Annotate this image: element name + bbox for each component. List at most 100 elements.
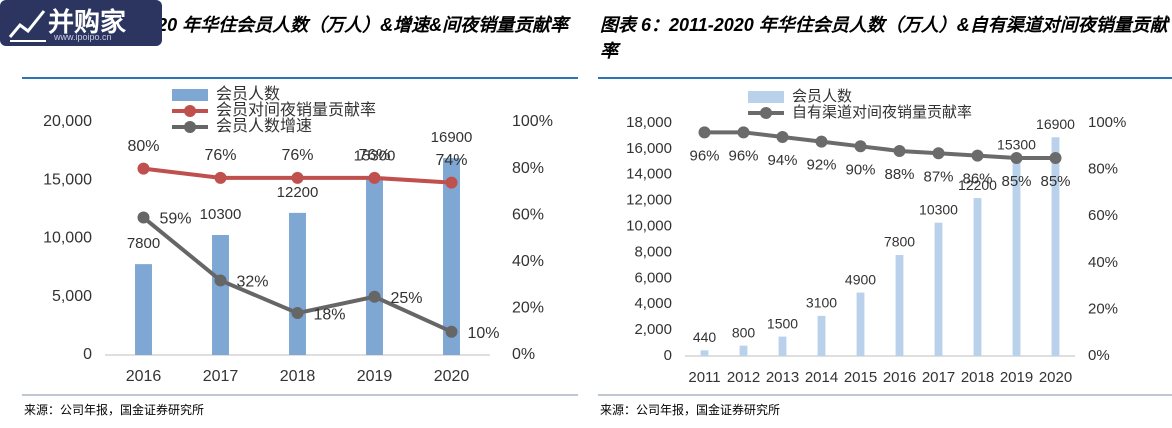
value-label: 15300 (997, 137, 1036, 153)
point (737, 126, 750, 139)
value-label: 7800 (884, 234, 915, 250)
x-tick-label: 2016 (126, 368, 162, 385)
y-tick-label: 18,000 (626, 114, 672, 131)
y-tick-label: 14,000 (626, 166, 672, 183)
value-label: 32% (236, 274, 268, 291)
x-tick-label: 2012 (727, 369, 760, 386)
x-tick-label: 2017 (203, 368, 239, 385)
x-tick-label: 2016 (883, 369, 916, 386)
value-label: 16900 (1036, 116, 1075, 132)
x-tick-label: 2019 (357, 368, 393, 385)
bar (700, 350, 709, 356)
value-label: 85% (1001, 173, 1031, 190)
x-tick-label: 2017 (922, 369, 955, 386)
legend-swatch (748, 91, 784, 103)
line (704, 130, 1056, 160)
value-label: 76% (204, 147, 236, 164)
value-label: 4900 (845, 271, 876, 287)
value-label: 94% (767, 152, 797, 169)
bar (934, 222, 943, 356)
point (291, 171, 304, 184)
y-tick-label: 20,000 (43, 113, 92, 130)
y-tick-label: 15,000 (43, 171, 92, 188)
legend-label: 会员人数增速 (216, 117, 312, 135)
y2-tick-label: 0% (512, 346, 535, 363)
y-tick-label: 5,000 (52, 288, 92, 305)
point (445, 325, 458, 338)
value-label: 96% (728, 147, 758, 164)
point (1049, 151, 1062, 164)
y2-tick-label: 40% (512, 253, 544, 270)
value-label: 86% (962, 171, 992, 188)
value-label: 92% (806, 157, 836, 174)
y2-tick-label: 60% (1088, 207, 1118, 224)
value-label: 15300 (354, 148, 396, 165)
x-tick-label: 2020 (434, 368, 470, 385)
y2-tick-label: 60% (512, 206, 544, 223)
value-label: 74% (435, 152, 467, 169)
value-label: 440 (693, 329, 717, 345)
bar (817, 315, 826, 356)
value-label: 3100 (806, 295, 837, 311)
x-tick-label: 2020 (1039, 369, 1072, 386)
x-tick-label: 2018 (961, 369, 994, 386)
bar (778, 336, 787, 356)
value-label: 25% (390, 290, 422, 307)
bar (895, 255, 904, 356)
source: 来源：公司年报，国金证券研究所 (24, 403, 205, 417)
bar (973, 198, 982, 356)
y-tick-label: 2,000 (634, 321, 672, 338)
source: 来源：公司年报，国金证券研究所 (600, 403, 781, 417)
bar (135, 264, 152, 355)
y2-tick-label: 100% (1088, 114, 1126, 131)
watermark-url: www.ipoipo.cn (54, 32, 112, 42)
value-label: 12200 (958, 177, 997, 193)
value-label: 85% (1040, 173, 1070, 190)
y2-tick-label: 0% (1088, 347, 1110, 364)
value-label: 59% (159, 211, 191, 228)
y2-tick-label: 80% (1088, 161, 1118, 178)
value-label: 96% (689, 147, 719, 164)
value-label: 76% (281, 147, 313, 164)
value-label: 76% (358, 147, 390, 164)
bar (856, 292, 865, 356)
legend-label: 会员人数 (792, 88, 852, 105)
y2-tick-label: 80% (512, 160, 544, 177)
legend-label: 会员对间夜销量贡献率 (216, 101, 376, 119)
bar (366, 176, 383, 355)
watermark-name: 并购家 (48, 7, 127, 37)
value-label: 10300 (200, 206, 242, 223)
x-tick-label: 2015 (844, 369, 877, 386)
x-tick-label: 2014 (805, 369, 838, 386)
bar (289, 212, 306, 355)
bar (1051, 137, 1060, 356)
point (368, 171, 381, 184)
bar (212, 235, 229, 355)
value-label: 18% (313, 306, 345, 323)
point (1010, 151, 1023, 164)
watermark-icon (8, 10, 46, 42)
point (214, 171, 227, 184)
point (854, 140, 867, 153)
x-tick-label: 2019 (1000, 369, 1033, 386)
y-tick-label: 0 (83, 346, 92, 363)
y-tick-label: 6,000 (634, 269, 672, 286)
value-label: 88% (884, 166, 914, 183)
value-label: 16900 (431, 129, 473, 146)
y-tick-label: 8,000 (634, 243, 672, 260)
y2-tick-label: 20% (1088, 300, 1118, 317)
value-label: 10% (467, 325, 499, 342)
x-tick-label: 2013 (766, 369, 799, 386)
point (214, 274, 227, 287)
chart-title: 图表 6：2011-2020 年华住会员人数（万人）&自有渠道对间夜销量贡献率 (600, 15, 1168, 61)
x-tick-label: 2018 (280, 368, 316, 385)
y2-tick-label: 40% (1088, 254, 1118, 271)
value-label: 1500 (767, 315, 798, 331)
point (776, 130, 789, 143)
watermark: 并购家 www.ipoipo.cn (0, 0, 162, 46)
legend-swatch (184, 105, 196, 117)
y-tick-label: 12,000 (626, 192, 672, 209)
bar (443, 158, 460, 355)
